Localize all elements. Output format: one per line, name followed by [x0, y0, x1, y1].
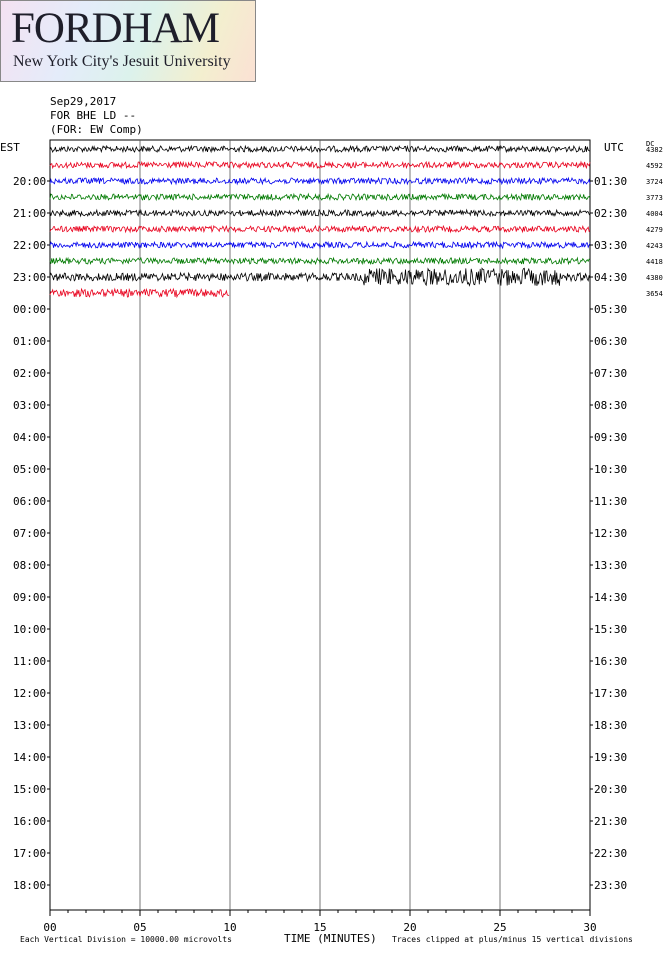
utc-hour-label: 06:30 — [594, 335, 627, 348]
est-axis-label: EST — [0, 141, 20, 154]
est-hour-label: 06:00 — [13, 495, 46, 508]
dc-offset-value: 4418 — [646, 258, 663, 266]
est-hour-label: 01:00 — [13, 335, 46, 348]
est-hour-label: 16:00 — [13, 815, 46, 828]
est-hour-label: 17:00 — [13, 847, 46, 860]
est-hour-label: 21:00 — [13, 207, 46, 220]
utc-hour-label: 20:30 — [594, 783, 627, 796]
logo-tagline: New York City's Jesuit University — [13, 53, 231, 70]
utc-hour-label: 21:30 — [594, 815, 627, 828]
utc-hour-label: 18:30 — [594, 719, 627, 732]
trace-row-3 — [49, 176, 591, 186]
logo-wordmark: FORDHAM — [11, 5, 220, 52]
trace-row-5 — [49, 208, 591, 218]
est-hour-label: 08:00 — [13, 559, 46, 572]
x-tick-label: 15 — [313, 921, 326, 934]
trace-row-2 — [49, 160, 591, 170]
est-hour-label: 09:00 — [13, 591, 46, 604]
scale-note: Each Vertical Division = 10000.00 microv… — [20, 935, 232, 944]
header-date: Sep29,2017 — [50, 95, 117, 108]
trace-row-9 — [49, 267, 591, 287]
trace-row-8 — [49, 256, 591, 266]
x-tick-label: 20 — [403, 921, 416, 934]
est-hour-label: 14:00 — [13, 751, 46, 764]
dc-offset-value: 4243 — [646, 242, 663, 250]
est-hour-label: 10:00 — [13, 623, 46, 636]
est-hour-label: 00:00 — [13, 303, 46, 316]
utc-hour-label: 10:30 — [594, 463, 627, 476]
utc-hour-label: 15:30 — [594, 623, 627, 636]
est-hour-label: 07:00 — [13, 527, 46, 540]
est-hour-label: 18:00 — [13, 879, 46, 892]
utc-hour-label: 23:30 — [594, 879, 627, 892]
utc-hour-label: 07:30 — [594, 367, 627, 380]
est-hour-label: 20:00 — [13, 175, 46, 188]
est-hour-label: 23:00 — [13, 271, 46, 284]
header-station: FOR BHE LD -- — [50, 109, 137, 122]
x-tick-label: 00 — [43, 921, 56, 934]
utc-hour-label: 01:30 — [594, 175, 627, 188]
est-hour-label: 02:00 — [13, 367, 46, 380]
dc-offset-value: 4380 — [646, 274, 663, 282]
header-component: (FOR: EW Comp) — [50, 123, 143, 136]
dc-axis-label: DC — [646, 140, 654, 148]
utc-hour-label: 02:30 — [594, 207, 627, 220]
x-tick-label: 25 — [493, 921, 506, 934]
utc-hour-label: 08:30 — [594, 399, 627, 412]
utc-hour-label: 05:30 — [594, 303, 627, 316]
est-hour-label: 04:00 — [13, 431, 46, 444]
seismic-traces — [49, 144, 591, 299]
dc-offset-value: 3724 — [646, 178, 663, 186]
est-hour-label: 13:00 — [13, 719, 46, 732]
chart-grid — [47, 139, 593, 916]
dc-offset-value: 3773 — [646, 194, 663, 202]
utc-hour-label: 16:30 — [594, 655, 627, 668]
est-hour-label: 15:00 — [13, 783, 46, 796]
utc-hour-label: 19:30 — [594, 751, 627, 764]
utc-hour-label: 11:30 — [594, 495, 627, 508]
est-hour-label: 05:00 — [13, 463, 46, 476]
utc-axis-label: UTC — [604, 141, 624, 154]
chart-labels: 00 05 10 15 20 25 30 20:00 21:00 22:00 23:00 00:00 0… — [13, 146, 663, 934]
clip-note: Traces clipped at plus/minus 15 vertical… — [392, 935, 633, 944]
utc-hour-label: 12:30 — [594, 527, 627, 540]
fordham-logo: FORDHAM New York City's Jesuit Universit… — [0, 0, 256, 82]
utc-hour-label: 04:30 — [594, 271, 627, 284]
est-hour-label: 22:00 — [13, 239, 46, 252]
trace-row-1 — [49, 144, 591, 154]
est-hour-label: 11:00 — [13, 655, 46, 668]
trace-row-10 — [49, 287, 230, 299]
trace-row-6 — [49, 224, 591, 234]
x-axis-title: TIME (MINUTES) — [284, 932, 377, 945]
utc-hour-label: 09:30 — [594, 431, 627, 444]
utc-hour-label: 17:30 — [594, 687, 627, 700]
trace-row-4 — [49, 192, 591, 202]
utc-hour-label: 13:30 — [594, 559, 627, 572]
x-tick-label: 30 — [583, 921, 596, 934]
utc-hour-label: 22:30 — [594, 847, 627, 860]
dc-offset-value: 4279 — [646, 226, 663, 234]
dc-offset-value: 4382 — [646, 146, 663, 154]
dc-offset-value: 4592 — [646, 162, 663, 170]
x-tick-label: 10 — [223, 921, 236, 934]
x-tick-label: 05 — [133, 921, 146, 934]
utc-hour-label: 14:30 — [594, 591, 627, 604]
utc-hour-label: 03:30 — [594, 239, 627, 252]
dc-offset-value: 3654 — [646, 290, 663, 298]
trace-row-7 — [49, 240, 591, 250]
est-hour-label: 12:00 — [13, 687, 46, 700]
est-hour-label: 03:00 — [13, 399, 46, 412]
dc-offset-value: 4004 — [646, 210, 663, 218]
